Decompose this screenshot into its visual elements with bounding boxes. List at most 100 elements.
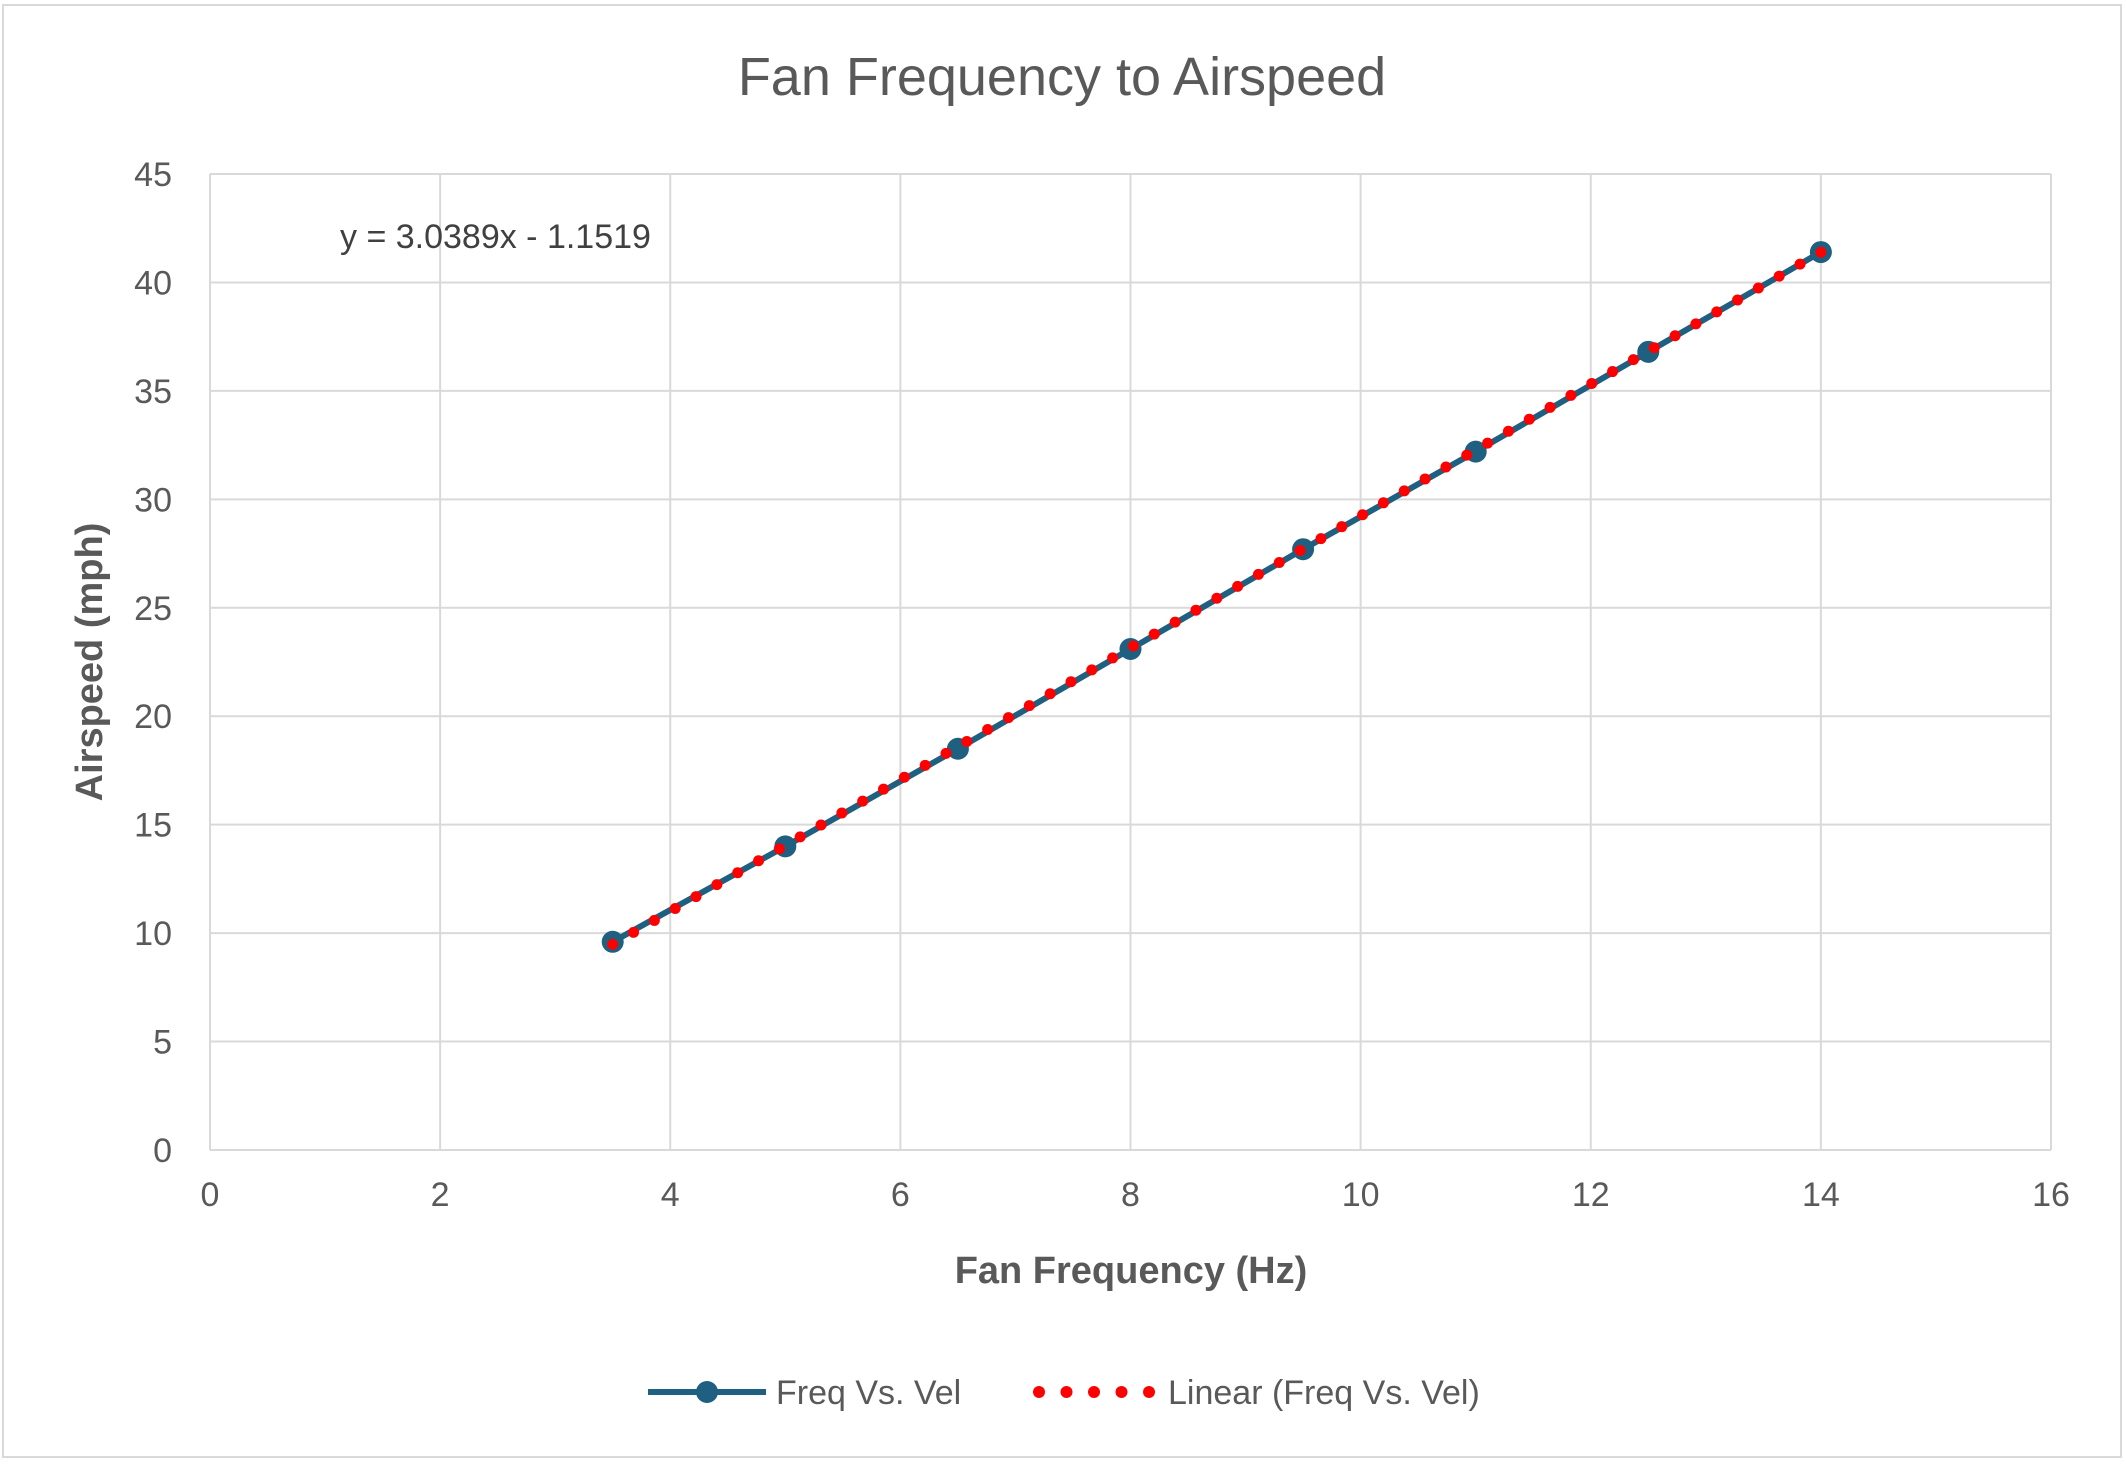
- trendline-dot: [607, 938, 619, 950]
- trendline-dot: [857, 795, 869, 807]
- trendline-dot: [1815, 246, 1827, 258]
- trendline-dot: [1398, 485, 1410, 497]
- trendline-dot: [1107, 652, 1119, 664]
- trendline-dot: [669, 903, 681, 915]
- legend-label-freq: Freq Vs. Vel: [776, 1374, 961, 1412]
- trendline-dot: [732, 867, 744, 879]
- trendline-dot: [794, 831, 806, 843]
- y-tick-label-45: 45: [134, 156, 172, 194]
- trendline-dot: [919, 759, 931, 771]
- y-tick-label-40: 40: [134, 264, 172, 302]
- legend-label-linear: Linear (Freq Vs. Vel): [1168, 1374, 1480, 1412]
- legend-dot: [1143, 1386, 1155, 1398]
- trendline-dot: [940, 747, 952, 759]
- trendline-dot: [1669, 330, 1681, 342]
- trendline-dot: [773, 843, 785, 855]
- trendline-dot: [1732, 294, 1744, 306]
- trendline-dot: [815, 819, 827, 831]
- trendline-dot: [1773, 270, 1785, 282]
- trendline-dot: [1607, 366, 1619, 378]
- vertical-gridlines: [209, 174, 2052, 1150]
- trendline-dot: [1252, 568, 1264, 580]
- x-tick-labels: 0 2 4 6 8 10 12 14 16: [201, 1176, 2070, 1214]
- trendline-dot: [1502, 425, 1514, 437]
- chart-border: [2, 4, 2122, 1458]
- y-tick-label-10: 10: [134, 915, 172, 953]
- trendline-dot: [1523, 413, 1535, 425]
- trendline-dot: [628, 926, 640, 938]
- trendline-dot: [1336, 521, 1348, 533]
- x-tick-label-0: 0: [201, 1176, 220, 1214]
- trendline-dot: [1440, 461, 1452, 473]
- trendline-dot: [878, 783, 890, 795]
- legend-marker-freq: [696, 1381, 718, 1403]
- legend-dot: [1060, 1386, 1073, 1398]
- x-tick-label-8: 8: [1121, 1176, 1140, 1214]
- trendline-dot: [753, 855, 765, 867]
- trendline-dot: [1565, 389, 1577, 401]
- trendline-dot: [982, 724, 994, 736]
- trendline-dot: [1419, 473, 1431, 485]
- trendline-dot: [1794, 258, 1806, 270]
- y-tick-label-0: 0: [153, 1132, 172, 1170]
- trendline-dot: [1586, 377, 1598, 389]
- y-tick-label-30: 30: [134, 481, 172, 519]
- chart-title: Fan Frequency to Airspeed: [738, 47, 1386, 107]
- y-tick-labels: 0 5 10 15 20 25 30 35 40 45: [134, 156, 172, 1170]
- trendline-dot: [1169, 616, 1181, 628]
- trendline-dot: [1482, 437, 1494, 449]
- trendline-dot: [1648, 342, 1660, 354]
- x-tick-label-14: 14: [1802, 1176, 1840, 1214]
- x-tick-label-16: 16: [2032, 1176, 2070, 1214]
- trendline-dot: [1044, 688, 1056, 700]
- legend-dot: [1088, 1386, 1100, 1398]
- trendline-dot: [1627, 354, 1639, 366]
- trendline-dot: [1190, 604, 1202, 616]
- horizontal-gridlines: [210, 173, 2051, 1151]
- trendline-dot: [1544, 401, 1556, 413]
- trendline-dot: [1273, 556, 1285, 568]
- trendline-dot: [711, 879, 723, 891]
- trendline-dot: [898, 771, 910, 783]
- trendline-dot: [1086, 664, 1098, 676]
- trendline-dot: [1461, 449, 1473, 461]
- x-tick-label-10: 10: [1342, 1176, 1380, 1214]
- trendline-dot: [648, 914, 660, 926]
- x-tick-label-4: 4: [661, 1176, 680, 1214]
- y-tick-label-5: 5: [153, 1024, 172, 1062]
- trendline-layer: [607, 246, 1827, 950]
- trendline-dot: [1752, 282, 1764, 294]
- trendline-dot: [1294, 545, 1306, 557]
- legend-dot: [1033, 1386, 1045, 1398]
- trendline-dot: [1127, 640, 1139, 652]
- trendline-dot: [961, 735, 973, 747]
- trendline-dot: [836, 807, 848, 819]
- trendline-dot: [1232, 580, 1244, 592]
- legend: Freq Vs. Vel Linear (Freq Vs. Vel): [648, 1374, 1480, 1412]
- trendline-dot: [1023, 700, 1035, 712]
- trendline-dot: [1690, 318, 1702, 330]
- x-tick-label-2: 2: [431, 1176, 450, 1214]
- trendline-dot: [1065, 676, 1077, 688]
- trendline-dot: [1002, 712, 1014, 724]
- legend-dot: [1115, 1386, 1128, 1398]
- trendline-dot: [1711, 306, 1723, 318]
- legend-dots-trendline: [1033, 1386, 1155, 1398]
- trendline-dot: [690, 891, 702, 903]
- y-tick-label-25: 25: [134, 590, 172, 628]
- y-tick-label-20: 20: [134, 698, 172, 736]
- trendline-dot: [1148, 628, 1160, 640]
- y-axis-title: Airspeed (mph): [69, 523, 111, 802]
- trendline-dot: [1211, 592, 1223, 604]
- trendline-dot: [1315, 533, 1327, 545]
- x-axis-title: Fan Frequency (Hz): [955, 1250, 1308, 1292]
- y-tick-label-15: 15: [134, 807, 172, 845]
- trendline-dot: [1357, 509, 1369, 521]
- y-tick-label-35: 35: [134, 373, 172, 411]
- x-tick-label-12: 12: [1572, 1176, 1610, 1214]
- trendline-dot: [1377, 497, 1389, 509]
- x-tick-label-6: 6: [891, 1176, 910, 1214]
- trendline-equation: y = 3.0389x - 1.1519: [340, 218, 651, 256]
